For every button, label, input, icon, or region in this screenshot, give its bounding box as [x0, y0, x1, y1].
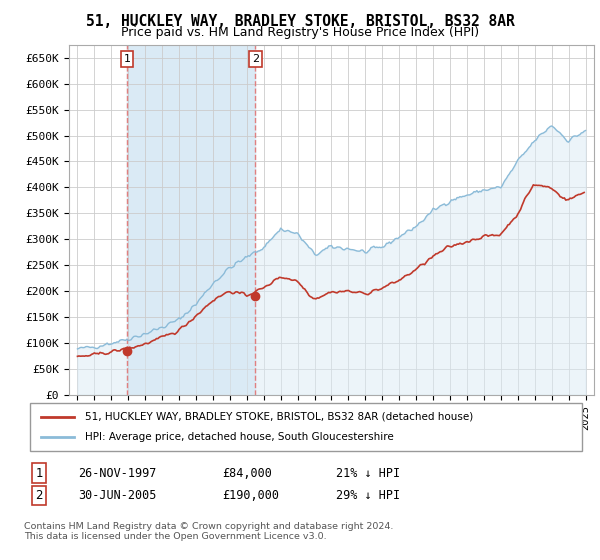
Text: HPI: Average price, detached house, South Gloucestershire: HPI: Average price, detached house, Sout…: [85, 432, 394, 442]
Text: 1: 1: [124, 54, 130, 64]
FancyBboxPatch shape: [30, 403, 582, 451]
Text: 30-JUN-2005: 30-JUN-2005: [78, 489, 157, 502]
Text: 26-NOV-1997: 26-NOV-1997: [78, 466, 157, 480]
Text: £84,000: £84,000: [222, 466, 272, 480]
Bar: [127, 45, 255, 395]
Text: 51, HUCKLEY WAY, BRADLEY STOKE, BRISTOL, BS32 8AR (detached house): 51, HUCKLEY WAY, BRADLEY STOKE, BRISTOL,…: [85, 412, 473, 422]
Text: 51, HUCKLEY WAY, BRADLEY STOKE, BRISTOL, BS32 8AR: 51, HUCKLEY WAY, BRADLEY STOKE, BRISTOL,…: [86, 14, 514, 29]
Text: 29% ↓ HPI: 29% ↓ HPI: [336, 489, 400, 502]
Text: Contains HM Land Registry data © Crown copyright and database right 2024.
This d: Contains HM Land Registry data © Crown c…: [24, 522, 394, 542]
Text: 2: 2: [35, 489, 43, 502]
Text: 21% ↓ HPI: 21% ↓ HPI: [336, 466, 400, 480]
Text: 1: 1: [35, 466, 43, 480]
Text: £190,000: £190,000: [222, 489, 279, 502]
Text: 2: 2: [252, 54, 259, 64]
Text: Price paid vs. HM Land Registry's House Price Index (HPI): Price paid vs. HM Land Registry's House …: [121, 26, 479, 39]
